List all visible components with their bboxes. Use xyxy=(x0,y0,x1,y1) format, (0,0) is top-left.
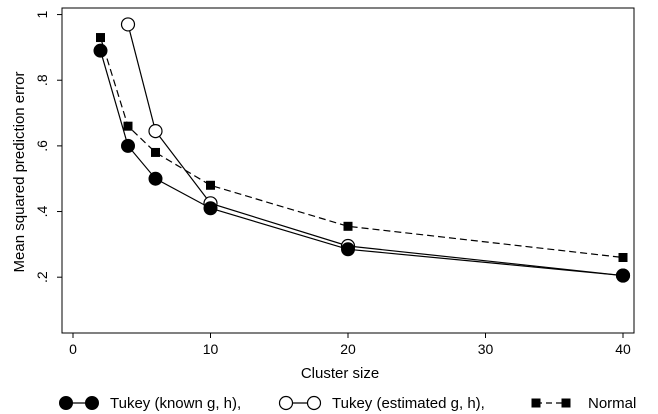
data-point xyxy=(343,221,353,231)
data-point xyxy=(151,147,160,157)
x-axis: 0 10 20 30 40 xyxy=(69,333,631,357)
data-point xyxy=(148,171,163,186)
legend: Tukey (known g, h), Tukey (estimated g, h… xyxy=(59,395,636,412)
legend-item: Tukey (known g, h), xyxy=(59,395,241,412)
series-line xyxy=(99,50,624,277)
data-point xyxy=(616,268,630,283)
x-tick-label: 20 xyxy=(340,341,356,357)
legend-marker xyxy=(85,396,99,410)
y-tick-label: 1 xyxy=(34,10,50,18)
y-tick-label: .2 xyxy=(34,271,50,283)
series-layer xyxy=(93,17,631,283)
data-point xyxy=(96,33,105,43)
data-point xyxy=(123,121,133,131)
series-1 xyxy=(120,17,631,283)
legend-marker xyxy=(306,395,322,411)
data-point xyxy=(93,43,108,58)
x-tick-label: 40 xyxy=(615,341,631,357)
legend-item: Tukey (estimated g, h), xyxy=(278,395,485,412)
data-point xyxy=(206,180,215,190)
legend-marker xyxy=(561,398,571,408)
x-tick-label: 0 xyxy=(69,341,77,357)
series-line xyxy=(99,37,624,259)
y-tick-label: .6 xyxy=(34,140,50,152)
legend-item: Normal xyxy=(531,395,636,412)
y-axis-title: Mean squared prediction error xyxy=(11,72,28,273)
plot-frame xyxy=(61,7,635,334)
data-point xyxy=(148,124,163,139)
data-point xyxy=(120,17,136,32)
series-line xyxy=(127,24,624,277)
data-point xyxy=(341,242,355,257)
legend-marker xyxy=(59,396,73,410)
data-point xyxy=(121,138,135,153)
series-0 xyxy=(93,43,630,283)
legend-label: Tukey (known g, h), xyxy=(110,395,241,412)
data-point xyxy=(618,252,628,262)
data-point xyxy=(203,201,218,216)
legend-marker xyxy=(531,398,541,408)
y-tick-label: .4 xyxy=(34,205,50,217)
y-axis: .2 .4 .6 .8 1 xyxy=(34,10,62,283)
x-axis-title: Cluster size xyxy=(301,365,379,382)
x-tick-label: 30 xyxy=(478,341,494,357)
legend-marker xyxy=(278,395,294,411)
legend-label: Tukey (estimated g, h), xyxy=(332,395,485,412)
y-tick-label: .8 xyxy=(34,74,50,86)
x-tick-label: 10 xyxy=(203,341,219,357)
legend-label: Normal xyxy=(588,395,636,412)
series-2 xyxy=(96,33,628,262)
